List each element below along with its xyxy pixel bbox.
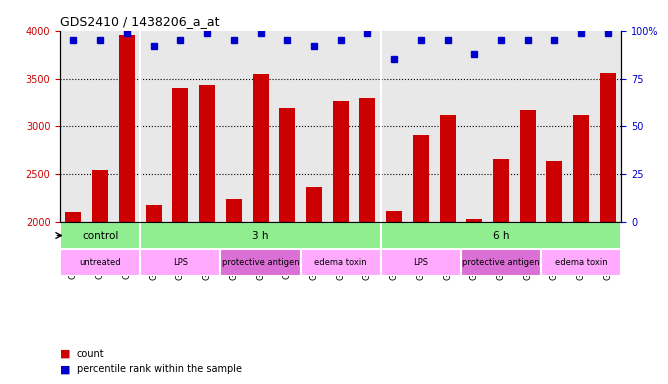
- Bar: [253, 74, 269, 222]
- Bar: [301, 249, 381, 276]
- Bar: [461, 249, 541, 276]
- Bar: [466, 219, 482, 222]
- Bar: [306, 187, 322, 222]
- Bar: [546, 161, 562, 222]
- Bar: [573, 115, 589, 222]
- Text: LPS: LPS: [173, 258, 188, 267]
- Bar: [520, 110, 536, 222]
- Bar: [279, 108, 295, 222]
- Bar: [600, 73, 616, 222]
- Bar: [359, 98, 375, 222]
- Text: 3 h: 3 h: [253, 230, 269, 240]
- Bar: [92, 170, 108, 222]
- Bar: [119, 35, 135, 222]
- Bar: [386, 211, 402, 222]
- Text: untreated: untreated: [79, 258, 121, 267]
- Bar: [146, 205, 162, 222]
- Bar: [65, 212, 81, 222]
- Bar: [172, 88, 188, 222]
- Text: ■: ■: [60, 349, 71, 359]
- Text: LPS: LPS: [413, 258, 428, 267]
- Bar: [60, 222, 140, 249]
- Bar: [440, 115, 456, 222]
- Bar: [140, 249, 220, 276]
- Text: count: count: [77, 349, 104, 359]
- Bar: [493, 159, 509, 222]
- Bar: [413, 135, 429, 222]
- Text: GDS2410 / 1438206_a_at: GDS2410 / 1438206_a_at: [60, 15, 220, 28]
- Text: protective antigen: protective antigen: [462, 258, 540, 267]
- Bar: [220, 249, 301, 276]
- Bar: [541, 249, 621, 276]
- Bar: [226, 199, 242, 222]
- Text: control: control: [82, 230, 118, 240]
- Bar: [199, 85, 215, 222]
- Text: 6 h: 6 h: [493, 230, 509, 240]
- Bar: [381, 249, 461, 276]
- Text: ■: ■: [60, 364, 71, 374]
- Bar: [140, 222, 381, 249]
- Text: edema toxin: edema toxin: [555, 258, 607, 267]
- Bar: [60, 249, 140, 276]
- Text: percentile rank within the sample: percentile rank within the sample: [77, 364, 242, 374]
- Bar: [333, 101, 349, 222]
- Text: edema toxin: edema toxin: [315, 258, 367, 267]
- Text: protective antigen: protective antigen: [222, 258, 299, 267]
- Bar: [381, 222, 621, 249]
